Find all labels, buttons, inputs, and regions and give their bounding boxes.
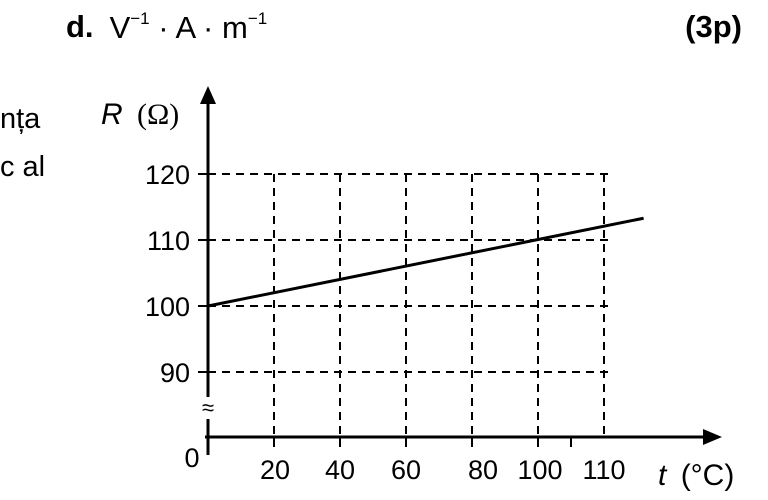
x-tick-label-40: 40 — [325, 455, 355, 485]
y-tick-label-100: 100 — [145, 292, 190, 322]
y-axis-unit: (Ω) — [137, 98, 179, 131]
cropped-text-line-2: c al — [0, 151, 46, 183]
answer-option-d: d. V−1 · A · m−1 — [66, 2, 267, 52]
y-tick-label-110: 110 — [147, 226, 190, 256]
x-axis-label: t (°C) — [658, 459, 734, 492]
x-axis-arrow — [703, 429, 722, 445]
x-axis-unit: (°C) — [681, 459, 735, 492]
axis-break-gap — [200, 397, 218, 419]
y-axis-variable: R — [101, 98, 123, 131]
y-tick-label-90: 90 — [160, 358, 190, 388]
x-tick-label-60: 60 — [391, 455, 421, 485]
points-label: (3p) — [685, 9, 742, 44]
series-line-0 — [207, 216, 644, 308]
x-tick-label-80: 80 — [468, 455, 498, 485]
cropped-text-line-1: nța — [0, 103, 41, 135]
option-letter: d. — [66, 9, 94, 44]
y-axis-label: R (Ω) — [101, 98, 179, 131]
x-axis-variable: t — [658, 459, 668, 492]
y-axis-arrow — [200, 86, 216, 104]
x-tick-label-20: 20 — [260, 455, 290, 485]
option-formula: V−1 · A · m−1 — [109, 8, 268, 45]
axis-break-symbol: ≈ — [202, 395, 214, 420]
origin-label: 0 — [184, 443, 199, 473]
x-tick-label-100: 100 — [517, 455, 562, 485]
x-tick-label-110: 110 — [582, 455, 625, 485]
y-tick-label-120: 120 — [145, 160, 190, 190]
